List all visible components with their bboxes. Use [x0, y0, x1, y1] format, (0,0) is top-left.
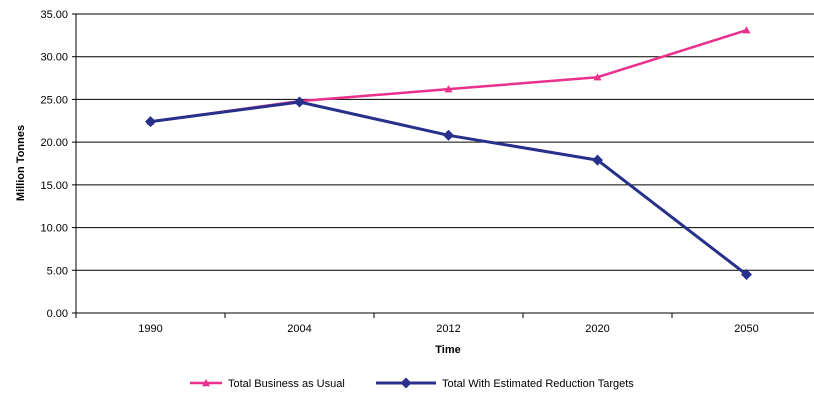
data-point	[444, 85, 453, 93]
legend-marker	[400, 377, 412, 389]
data-point	[593, 73, 602, 81]
y-axis-title: Million Tonnes	[15, 125, 27, 201]
series-line	[150, 29, 747, 123]
data-point	[145, 116, 156, 128]
x-axis-title: Time	[435, 344, 460, 356]
data-point	[742, 26, 751, 34]
x-tick-label: 2012	[436, 323, 460, 335]
x-tick-label: 2050	[734, 323, 758, 335]
y-tick-label: 0.00	[47, 308, 68, 320]
x-tick-label: 2020	[585, 323, 609, 335]
data-point	[741, 269, 752, 281]
y-tick-label: 20.00	[40, 137, 68, 149]
y-tick-label: 5.00	[47, 265, 68, 277]
legend-label: Total With Estimated Reduction Targets	[442, 378, 634, 390]
legend-item: Total With Estimated Reduction Targets	[376, 377, 634, 390]
legend: Total Business as Usual Total With Estima…	[190, 377, 634, 390]
data-point	[592, 154, 603, 166]
legend-label: Total Business as Usual	[228, 378, 345, 390]
data-point	[294, 96, 305, 108]
y-tick-label: 30.00	[40, 52, 68, 64]
series-layer	[145, 26, 752, 281]
y-axis-ticks: 0.00 5.00 10.00 15.00 20.00 25.00 30.00 35.00	[40, 9, 76, 320]
y-tick-label: 25.00	[40, 94, 68, 106]
legend-marker	[202, 379, 210, 387]
gridlines	[76, 13, 814, 271]
series-2	[145, 96, 752, 281]
y-tick-label: 15.00	[40, 180, 68, 192]
legend-item: Total Business as Usual	[190, 378, 345, 390]
series-line	[150, 100, 748, 276]
y-tick-label: 10.00	[40, 223, 68, 235]
x-axis-ticks: 1990 2004 2012 2020 2050	[75, 313, 759, 335]
x-tick-label: 1990	[138, 323, 162, 335]
y-tick-label: 35.00	[40, 9, 68, 21]
data-point	[443, 129, 454, 141]
x-tick-label: 2004	[287, 323, 311, 335]
